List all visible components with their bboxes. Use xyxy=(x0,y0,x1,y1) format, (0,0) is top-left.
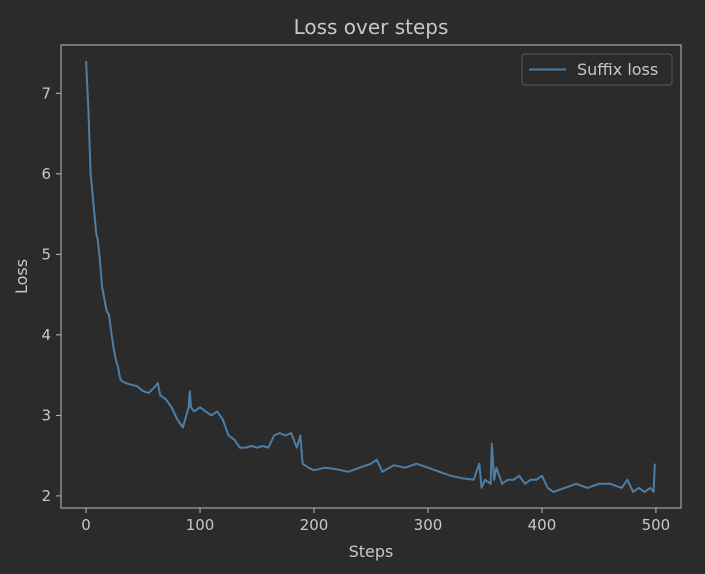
y-axis-ticks: 2 3 4 5 6 7 xyxy=(41,84,61,505)
x-tick-label: 500 xyxy=(642,516,671,534)
chart-title: Loss over steps xyxy=(294,15,449,39)
axes-frame xyxy=(60,44,682,509)
legend-box xyxy=(521,53,673,86)
x-tick-label: 100 xyxy=(186,516,215,534)
y-tick-label: 4 xyxy=(41,326,51,344)
y-tick-label: 7 xyxy=(41,84,51,102)
series-line-suffix-loss xyxy=(85,61,656,493)
y-tick-label: 2 xyxy=(41,487,51,505)
x-axis-label: Steps xyxy=(349,542,394,561)
legend: Suffix loss xyxy=(521,53,673,86)
x-tick-label: 400 xyxy=(528,516,557,534)
legend-label-suffix-loss: Suffix loss xyxy=(577,60,658,79)
y-tick-label: 3 xyxy=(41,406,51,424)
x-axis-ticks: 0 100 200 300 400 500 xyxy=(81,508,670,534)
y-tick-label: 6 xyxy=(41,165,51,183)
x-tick-label: 200 xyxy=(300,516,329,534)
y-tick-label: 5 xyxy=(41,245,51,263)
x-tick-label: 300 xyxy=(414,516,443,534)
y-axis-label: Loss xyxy=(12,259,31,294)
x-tick-label: 0 xyxy=(81,516,91,534)
plot-area xyxy=(60,44,682,509)
